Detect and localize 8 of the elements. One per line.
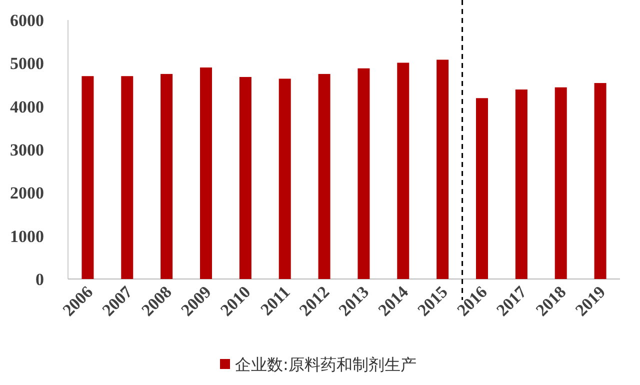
y-tick-label: 0 (36, 270, 44, 289)
y-tick-label: 1000 (10, 226, 44, 246)
y-tick-label: 5000 (10, 54, 44, 74)
y-tick-label: 6000 (10, 11, 44, 30)
legend-label: 企业数:原料药和制剂生产 (235, 355, 416, 374)
y-tick-label: 4000 (10, 97, 44, 116)
y-tick-label: 2000 (10, 184, 44, 203)
y-tick-label: 3000 (10, 140, 44, 160)
